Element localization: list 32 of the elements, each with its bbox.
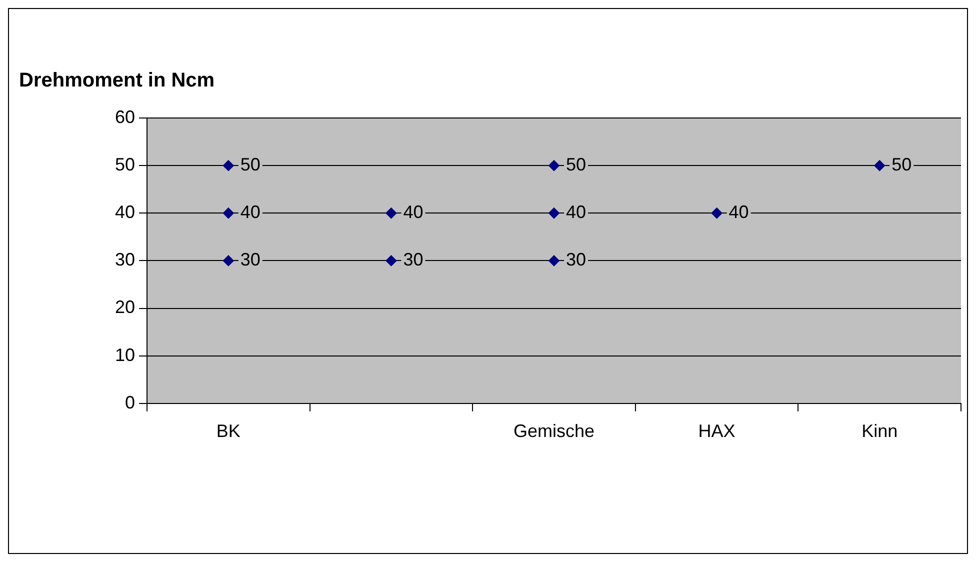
chart-title: Drehmoment in Ncm (19, 70, 215, 92)
data-label: 40 (728, 202, 749, 222)
point (386, 255, 397, 266)
y-tick-label: 60 (114, 106, 135, 127)
point (386, 208, 397, 219)
point (222, 160, 234, 172)
data-label: 40 (403, 202, 424, 222)
y-tick-label: 30 (114, 250, 135, 270)
data-label: 50 (892, 154, 912, 175)
x-tick-label: HAX (698, 421, 736, 442)
point (548, 255, 560, 266)
y-tick-label: 40 (114, 202, 135, 222)
x-tick-label: Kinn (862, 421, 898, 442)
data-label: 30 (566, 250, 586, 270)
x-tick-label: BK (216, 421, 240, 442)
point (548, 160, 560, 172)
y-tick-label: 50 (114, 154, 135, 175)
data-label: 50 (566, 154, 586, 175)
data-label: 40 (566, 202, 586, 222)
y-tick-label: 20 (114, 297, 135, 318)
data-label: 40 (240, 202, 260, 222)
point (711, 208, 722, 219)
y-tick-label: 0 (124, 392, 135, 412)
data-label: 30 (403, 250, 424, 270)
y-tick-label: 10 (114, 344, 135, 365)
x-tick-label: Gemische (513, 421, 595, 442)
data-label: 30 (240, 250, 260, 270)
data-label: 50 (240, 154, 260, 175)
point (222, 208, 234, 219)
point (222, 255, 234, 266)
point (548, 208, 560, 219)
point (874, 160, 886, 172)
